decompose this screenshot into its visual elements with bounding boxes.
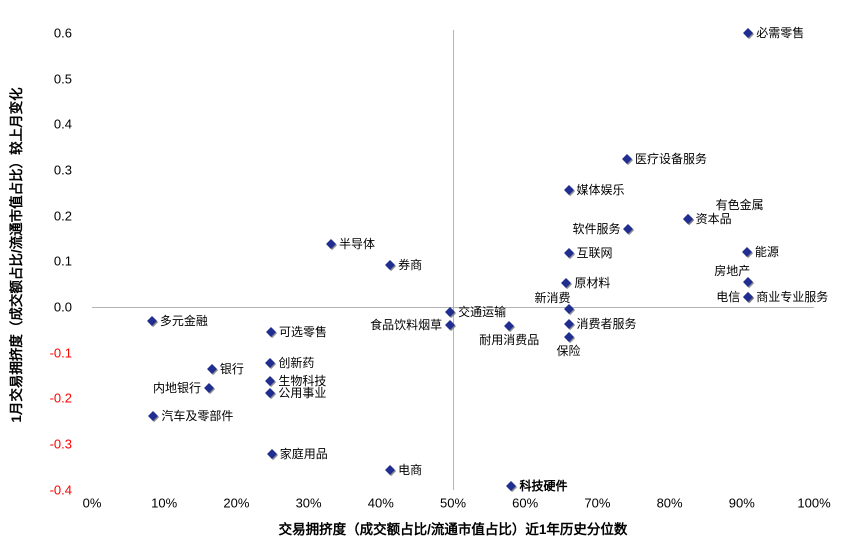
diamond-marker (563, 248, 574, 259)
diamond-marker (506, 481, 517, 491)
diamond-marker (743, 276, 754, 287)
point-label: 半导体 (338, 236, 375, 251)
diamond-marker (385, 465, 396, 476)
point-label: 房地产 (714, 263, 751, 278)
point-label: 交通运输 (458, 305, 507, 320)
x-tick-label: 60% (512, 495, 539, 511)
x-tick-label: 50% (439, 495, 467, 511)
y-tick-label: -0.1 (49, 345, 72, 361)
x-tick-label: 30% (295, 495, 322, 511)
point-label: 汽车及零部件 (161, 408, 234, 423)
diamond-marker (563, 318, 574, 329)
diamond-marker (743, 291, 754, 302)
point-label: 食品饮料烟草 (370, 318, 443, 333)
diamond-marker (623, 224, 634, 235)
y-tick-label: 0.2 (53, 208, 72, 224)
point-label: 公用事业 (278, 385, 327, 400)
point-label: 电信 (716, 289, 741, 304)
y-tick-label: 0.3 (53, 162, 72, 178)
point-label: 电商 (398, 463, 423, 478)
point-label: 多元金融 (159, 313, 208, 328)
x-tick-label: 20% (223, 495, 250, 511)
diamond-marker (206, 363, 217, 374)
point-label: 科技硬件 (519, 479, 568, 494)
y-tick-label: 0.4 (53, 116, 72, 132)
diamond-marker (622, 154, 632, 165)
y-tick-label: 0.5 (53, 71, 72, 87)
point-label: 银行 (219, 361, 244, 376)
x-tick-label: 40% (367, 495, 394, 511)
diamond-marker (326, 239, 336, 249)
point-label: 消费者服务 (576, 316, 637, 331)
diamond-marker (266, 449, 277, 459)
y-tick-label: -0.2 (49, 390, 72, 406)
point-label: 有色金属 (715, 198, 764, 213)
y-tick-label: 0.1 (53, 253, 72, 269)
point-label: 券商 (398, 257, 423, 272)
diamond-marker (265, 375, 276, 386)
point-label: 互联网 (576, 246, 613, 261)
x-tick-label: 90% (728, 495, 755, 511)
point-label: 软件服务 (572, 222, 621, 237)
x-tick-label: 100% (797, 495, 831, 511)
diamond-marker (743, 28, 754, 38)
diamond-marker (682, 214, 693, 225)
diamond-marker (266, 327, 276, 338)
diamond-marker (504, 321, 515, 332)
diamond-marker (146, 315, 157, 326)
point-label: 商业专业服务 (756, 289, 829, 304)
y-tick-label: 0.6 (53, 25, 72, 41)
point-label: 内地银行 (152, 381, 201, 396)
x-tick-label: 80% (656, 495, 683, 511)
point-label: 耐用消费品 (479, 333, 540, 348)
point-label: 资本品 (695, 212, 732, 227)
diamond-marker (265, 358, 276, 369)
diamond-marker (148, 410, 159, 421)
point-label: 保险 (556, 344, 581, 359)
y-tick-label: -0.3 (49, 436, 72, 452)
x-tick-label: 70% (584, 495, 611, 511)
diamond-marker (563, 304, 574, 315)
diamond-marker (204, 383, 214, 394)
x-tick-label: 10% (151, 495, 178, 511)
diamond-marker (563, 332, 574, 343)
point-label: 必需零售 (756, 25, 805, 40)
diamond-marker (561, 277, 572, 288)
point-label: 能源 (754, 244, 779, 259)
point-label: 医疗设备服务 (635, 152, 708, 167)
y-tick-label: 0.0 (53, 299, 72, 315)
diamond-marker (563, 185, 574, 196)
x-tick-label: 0% (82, 495, 102, 511)
diamond-marker (385, 259, 396, 270)
diamond-marker (741, 246, 752, 257)
diamond-marker (265, 387, 276, 398)
y-tick-label: -0.4 (49, 482, 72, 498)
x-axis-title: 交易拥挤度（成交额占比/流通市值占比）近1年历史分位数 (278, 522, 628, 537)
point-label: 原材料 (574, 275, 611, 290)
fifty-percent-gridline (453, 30, 454, 490)
point-label: 生物科技 (278, 373, 327, 388)
point-label: 媒体娱乐 (576, 183, 625, 198)
point-label: 家庭用品 (279, 447, 328, 462)
point-label: 创新药 (278, 356, 315, 371)
point-label: 可选零售 (279, 325, 328, 340)
point-label: 新消费 (534, 291, 571, 306)
